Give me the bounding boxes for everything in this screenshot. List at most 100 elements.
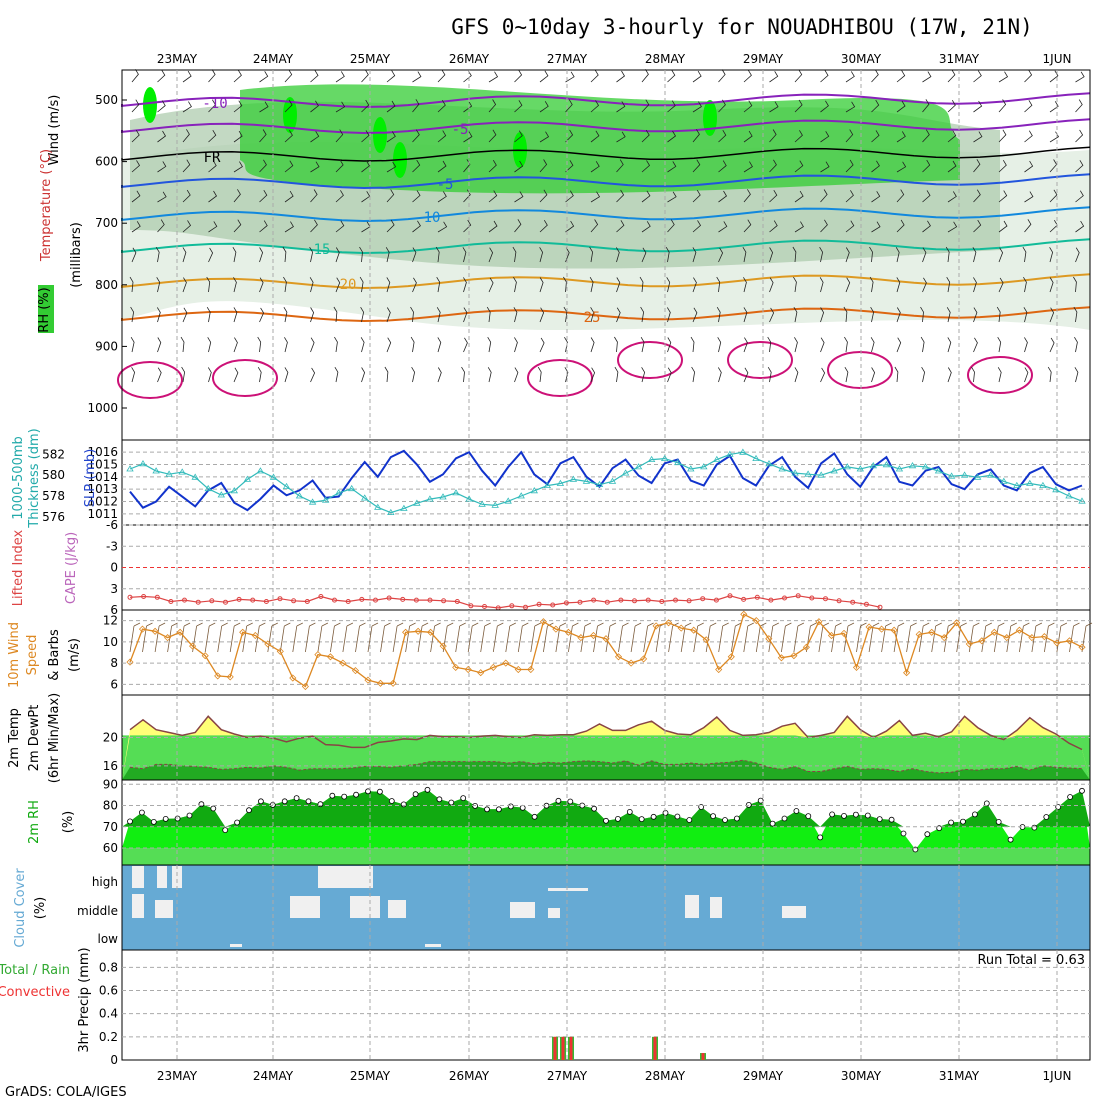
wind-barb bbox=[922, 99, 930, 113]
rh-point bbox=[495, 806, 502, 813]
lifted-index-point bbox=[536, 601, 542, 607]
wind-barb bbox=[488, 190, 498, 203]
wind-barb bbox=[769, 159, 777, 173]
wind-barb bbox=[692, 247, 697, 263]
wind-barb bbox=[233, 219, 242, 233]
wind-barb bbox=[769, 101, 779, 113]
wind-barb bbox=[590, 337, 595, 353]
lifted-index-point bbox=[168, 599, 174, 604]
lifted-index-point bbox=[795, 593, 801, 599]
slp-tick-label: 1016 bbox=[87, 445, 118, 459]
temp2m-panel: 20 16 2m Temp 2m DewPt (6hr Min/Max) bbox=[7, 693, 1091, 783]
wind-barb bbox=[412, 129, 420, 143]
isotherm-30-contour bbox=[727, 341, 793, 379]
cloud-gap bbox=[350, 896, 380, 918]
surface-wind-barb bbox=[530, 622, 541, 653]
wind-barb bbox=[488, 247, 494, 263]
wind-barb bbox=[259, 159, 267, 173]
lifted-index-point bbox=[427, 597, 433, 603]
wind-barb bbox=[998, 159, 1007, 173]
wind-barb bbox=[1049, 101, 1059, 113]
wind-barb bbox=[743, 277, 747, 293]
wind-barb bbox=[769, 189, 778, 203]
wind-barb bbox=[461, 366, 465, 383]
wind-barb bbox=[131, 221, 141, 233]
wind-speed-marker bbox=[727, 653, 735, 661]
wind-barb bbox=[641, 129, 650, 143]
credit-label: GrADS: COLA/IGES bbox=[5, 1085, 127, 1100]
precip-convective-legend: Convective bbox=[0, 985, 70, 1000]
wind-speed-marker bbox=[138, 625, 147, 633]
isotherm-line bbox=[121, 92, 1091, 109]
isotherm-30-contour bbox=[967, 356, 1033, 394]
wind-barb bbox=[565, 129, 574, 143]
surface-wind-barb bbox=[680, 622, 692, 653]
thickness-marker bbox=[1013, 481, 1021, 488]
lifted-index-point bbox=[659, 599, 665, 604]
wind-barb bbox=[590, 130, 600, 143]
wind-barb bbox=[922, 277, 927, 293]
wind-barb bbox=[412, 99, 420, 113]
wind-barb bbox=[894, 366, 899, 383]
wind-barb bbox=[514, 100, 523, 113]
rh-point bbox=[591, 805, 597, 812]
wind-barb bbox=[945, 246, 950, 263]
wind-barb bbox=[437, 99, 446, 113]
date-label-bottom: 27MAY bbox=[547, 1069, 588, 1083]
rh-point bbox=[555, 797, 562, 804]
rh-point bbox=[400, 801, 407, 808]
surface-wind-barb bbox=[768, 622, 779, 653]
date-label-bottom: 31MAY bbox=[939, 1069, 980, 1083]
lifted-index-point bbox=[713, 597, 719, 603]
wind-barb bbox=[820, 131, 830, 143]
wind-barb bbox=[614, 336, 618, 353]
wind-barb bbox=[717, 337, 722, 353]
wind-barb bbox=[718, 160, 727, 173]
wind-speed-marker bbox=[339, 659, 347, 667]
wind-barb bbox=[997, 367, 1002, 383]
wind-barb bbox=[692, 129, 700, 143]
rh-point bbox=[841, 813, 847, 819]
wind-barb bbox=[616, 131, 626, 143]
wind-barb bbox=[463, 337, 468, 353]
axis-label: CAPE (J/kg) bbox=[64, 532, 79, 604]
lifted-index-point bbox=[209, 598, 215, 604]
isotherm-label: -5 bbox=[452, 122, 469, 138]
wind-barb bbox=[1024, 100, 1033, 113]
lifted-index-point bbox=[318, 594, 324, 599]
isotherm-30-contour bbox=[117, 361, 183, 399]
isotherm-label: 25 bbox=[584, 310, 601, 326]
surface-wind-barb bbox=[1081, 622, 1093, 653]
wind-barb bbox=[794, 130, 803, 143]
thickness-marker bbox=[465, 495, 473, 502]
wind-speed-marker bbox=[239, 628, 247, 636]
surface-wind-barb bbox=[455, 622, 466, 653]
wind-barb bbox=[947, 130, 957, 143]
wind-barb bbox=[182, 247, 187, 263]
wind-barb bbox=[666, 277, 671, 293]
wind-barb bbox=[718, 129, 727, 143]
surface-wind-barb bbox=[1044, 622, 1055, 653]
wind-barb bbox=[691, 366, 696, 383]
wind-barb bbox=[488, 71, 499, 83]
thickness-marker bbox=[243, 475, 252, 482]
lifted-index-point bbox=[563, 600, 569, 606]
wind-barb bbox=[488, 99, 497, 113]
wind-speed-marker bbox=[389, 679, 397, 687]
wind-barb bbox=[565, 71, 575, 83]
wind-speed-marker bbox=[489, 663, 497, 671]
wind-barb bbox=[284, 130, 293, 143]
wind-speed-marker bbox=[314, 651, 322, 659]
wind-barb bbox=[131, 160, 141, 173]
wind-speed-marker bbox=[464, 665, 472, 674]
thickness-marker bbox=[700, 463, 708, 470]
cloud-gap bbox=[510, 902, 535, 918]
wind-barb bbox=[769, 220, 778, 233]
axis-label: SLP (mb) bbox=[83, 449, 98, 508]
rh-shade-clear bbox=[122, 360, 1090, 410]
wind-barb bbox=[361, 367, 366, 383]
precip-tick-label: 0.8 bbox=[99, 960, 118, 974]
wind-barb bbox=[412, 277, 417, 293]
date-label-bottom: 29MAY bbox=[743, 1069, 784, 1083]
thickness-marker bbox=[1065, 492, 1073, 499]
